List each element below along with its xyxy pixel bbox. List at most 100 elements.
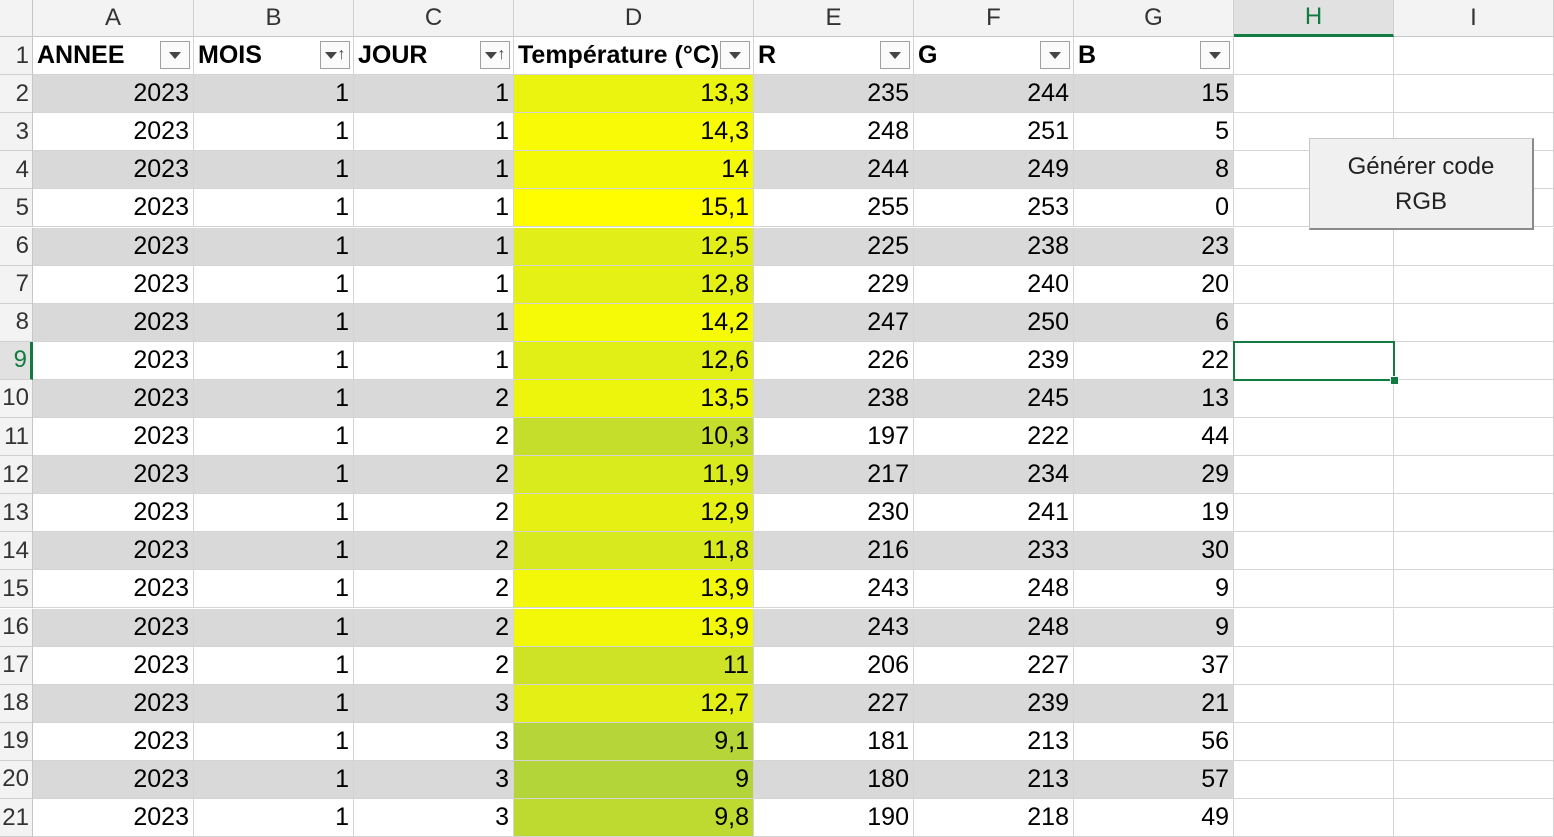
data-cell[interactable]: 2023 xyxy=(33,722,194,761)
data-cell[interactable]: 2 xyxy=(354,646,514,685)
data-cell[interactable]: 227 xyxy=(754,684,914,723)
data-cell[interactable]: 2 xyxy=(354,379,514,418)
data-cell[interactable]: 239 xyxy=(914,684,1074,723)
empty-cell[interactable] xyxy=(1234,456,1394,495)
filter-dropdown-button[interactable] xyxy=(720,41,750,69)
data-cell[interactable]: 243 xyxy=(754,570,914,609)
row-header-1[interactable]: 1 xyxy=(0,37,33,76)
data-cell[interactable]: 2023 xyxy=(33,303,194,342)
data-cell[interactable]: 249 xyxy=(914,151,1074,190)
data-cell[interactable]: 1 xyxy=(194,341,354,380)
row-header-17[interactable]: 17 xyxy=(0,646,33,685)
empty-cell[interactable] xyxy=(1394,456,1554,495)
generate-rgb-code-button[interactable]: Générer code RGB xyxy=(1309,138,1534,230)
column-header-i[interactable]: I xyxy=(1394,0,1554,37)
data-cell[interactable]: 1 xyxy=(194,189,354,228)
data-cell[interactable]: 1 xyxy=(194,532,354,571)
data-cell[interactable]: 244 xyxy=(754,151,914,190)
data-cell[interactable]: 190 xyxy=(754,799,914,837)
data-cell[interactable]: 181 xyxy=(754,722,914,761)
data-cell[interactable]: 2023 xyxy=(33,265,194,304)
row-header-2[interactable]: 2 xyxy=(0,75,33,114)
data-cell[interactable]: 1 xyxy=(194,608,354,647)
data-cell[interactable]: 1 xyxy=(194,151,354,190)
temperature-cell[interactable]: 12,6 xyxy=(514,341,754,380)
row-header-15[interactable]: 15 xyxy=(0,570,33,609)
data-cell[interactable]: 1 xyxy=(194,418,354,457)
empty-cell[interactable] xyxy=(1394,608,1554,647)
data-cell[interactable]: 1 xyxy=(194,303,354,342)
empty-cell[interactable] xyxy=(1234,494,1394,533)
fill-handle[interactable] xyxy=(1390,375,1399,385)
temperature-cell[interactable]: 13,9 xyxy=(514,608,754,647)
data-cell[interactable]: 248 xyxy=(914,570,1074,609)
empty-cell[interactable] xyxy=(1394,760,1554,799)
temperature-cell[interactable]: 10,3 xyxy=(514,418,754,457)
empty-cell[interactable] xyxy=(1234,341,1394,380)
row-header-18[interactable]: 18 xyxy=(0,684,33,723)
data-cell[interactable]: 2023 xyxy=(33,570,194,609)
data-cell[interactable]: 13 xyxy=(1074,379,1234,418)
data-cell[interactable]: 244 xyxy=(914,75,1074,114)
data-cell[interactable]: 2023 xyxy=(33,227,194,266)
data-cell[interactable]: 9 xyxy=(1074,608,1234,647)
column-header-h[interactable]: H xyxy=(1234,0,1394,37)
temperature-cell[interactable]: 9,8 xyxy=(514,799,754,837)
data-cell[interactable]: 1 xyxy=(354,151,514,190)
sort-filter-button[interactable]: ↑ xyxy=(480,41,510,69)
data-cell[interactable]: 2 xyxy=(354,608,514,647)
data-cell[interactable]: 30 xyxy=(1074,532,1234,571)
empty-cell[interactable] xyxy=(1234,799,1394,837)
empty-cell[interactable] xyxy=(1394,799,1554,837)
row-header-16[interactable]: 16 xyxy=(0,608,33,647)
temperature-cell[interactable]: 11 xyxy=(514,646,754,685)
empty-cell[interactable] xyxy=(1234,265,1394,304)
empty-cell[interactable] xyxy=(1394,570,1554,609)
data-cell[interactable]: 3 xyxy=(354,799,514,837)
data-cell[interactable]: 2023 xyxy=(33,646,194,685)
data-cell[interactable]: 197 xyxy=(754,418,914,457)
data-cell[interactable]: 2 xyxy=(354,494,514,533)
empty-cell[interactable] xyxy=(1394,494,1554,533)
data-cell[interactable]: 1 xyxy=(354,227,514,266)
data-cell[interactable]: 2023 xyxy=(33,189,194,228)
data-cell[interactable]: 248 xyxy=(914,608,1074,647)
column-header-b[interactable]: B xyxy=(194,0,354,37)
filter-dropdown-button[interactable] xyxy=(1200,41,1230,69)
data-cell[interactable]: 9 xyxy=(1074,570,1234,609)
temperature-cell[interactable]: 12,9 xyxy=(514,494,754,533)
empty-cell[interactable] xyxy=(1394,265,1554,304)
temperature-cell[interactable]: 12,7 xyxy=(514,684,754,723)
temperature-cell[interactable]: 12,8 xyxy=(514,265,754,304)
data-cell[interactable]: 233 xyxy=(914,532,1074,571)
data-cell[interactable]: 1 xyxy=(194,494,354,533)
data-cell[interactable]: 1 xyxy=(354,75,514,114)
data-cell[interactable]: 226 xyxy=(754,341,914,380)
data-cell[interactable]: 2 xyxy=(354,456,514,495)
data-cell[interactable]: 1 xyxy=(194,799,354,837)
empty-cell[interactable] xyxy=(1234,722,1394,761)
empty-cell[interactable] xyxy=(1234,37,1394,76)
empty-cell[interactable] xyxy=(1234,379,1394,418)
data-cell[interactable]: 1 xyxy=(194,227,354,266)
data-cell[interactable]: 8 xyxy=(1074,151,1234,190)
data-cell[interactable]: 213 xyxy=(914,760,1074,799)
temperature-cell[interactable]: 9,1 xyxy=(514,722,754,761)
data-cell[interactable]: 1 xyxy=(194,684,354,723)
data-cell[interactable]: 222 xyxy=(914,418,1074,457)
data-cell[interactable]: 2023 xyxy=(33,75,194,114)
empty-cell[interactable] xyxy=(1394,722,1554,761)
data-cell[interactable]: 1 xyxy=(194,570,354,609)
empty-cell[interactable] xyxy=(1394,379,1554,418)
filter-dropdown-button[interactable] xyxy=(160,41,190,69)
data-cell[interactable]: 21 xyxy=(1074,684,1234,723)
data-cell[interactable]: 2 xyxy=(354,570,514,609)
row-header-5[interactable]: 5 xyxy=(0,189,33,228)
data-cell[interactable]: 1 xyxy=(194,646,354,685)
data-cell[interactable]: 2023 xyxy=(33,799,194,837)
row-header-8[interactable]: 8 xyxy=(0,303,33,342)
data-cell[interactable]: 253 xyxy=(914,189,1074,228)
column-header-f[interactable]: F xyxy=(914,0,1074,37)
data-cell[interactable]: 217 xyxy=(754,456,914,495)
data-cell[interactable]: 213 xyxy=(914,722,1074,761)
